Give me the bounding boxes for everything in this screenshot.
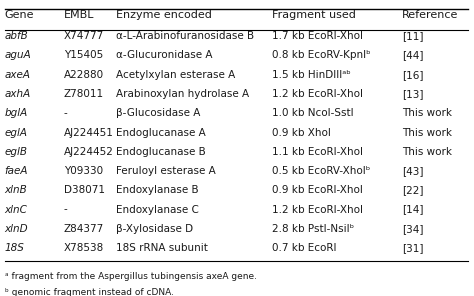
Text: 1.0 kb NcoI-SstI: 1.0 kb NcoI-SstI (272, 108, 354, 118)
Text: X78538: X78538 (64, 243, 104, 253)
Text: Endoglucanase A: Endoglucanase A (116, 128, 206, 138)
Text: Y15405: Y15405 (64, 50, 103, 60)
Text: xlnC: xlnC (5, 205, 27, 215)
Text: xlnD: xlnD (5, 224, 28, 234)
Text: 2.8 kb PstI-NsiIᵇ: 2.8 kb PstI-NsiIᵇ (272, 224, 354, 234)
Text: -: - (64, 108, 68, 118)
Text: β-Xylosidase D: β-Xylosidase D (116, 224, 193, 234)
Text: AJ224451: AJ224451 (64, 128, 114, 138)
Text: aguA: aguA (5, 50, 31, 60)
Text: [44]: [44] (402, 50, 423, 60)
Text: 18S rRNA subunit: 18S rRNA subunit (116, 243, 208, 253)
Text: α-Glucuronidase A: α-Glucuronidase A (116, 50, 212, 60)
Text: [11]: [11] (402, 31, 423, 41)
Text: bglA: bglA (5, 108, 28, 118)
Text: 1.1 kb EcoRI-XhoI: 1.1 kb EcoRI-XhoI (272, 147, 363, 157)
Text: This work: This work (402, 128, 452, 138)
Text: Arabinoxylan hydrolase A: Arabinoxylan hydrolase A (116, 89, 249, 99)
Text: α-L-Arabinofuranosidase B: α-L-Arabinofuranosidase B (116, 31, 254, 41)
Text: 0.5 kb EcoRV-XhoIᵇ: 0.5 kb EcoRV-XhoIᵇ (272, 166, 370, 176)
Text: A22880: A22880 (64, 70, 104, 80)
Text: Acetylxylan esterase A: Acetylxylan esterase A (116, 70, 235, 80)
Text: [13]: [13] (402, 89, 423, 99)
Text: X74777: X74777 (64, 31, 104, 41)
Text: Enzyme encoded: Enzyme encoded (116, 10, 212, 20)
Text: 0.9 kb EcoRI-XhoI: 0.9 kb EcoRI-XhoI (272, 185, 363, 195)
Text: xlnB: xlnB (5, 185, 27, 195)
Text: 1.7 kb EcoRI-XhoI: 1.7 kb EcoRI-XhoI (272, 31, 363, 41)
Text: eglB: eglB (5, 147, 27, 157)
Text: β-Glucosidase A: β-Glucosidase A (116, 108, 200, 118)
Text: 1.2 kb EcoRI-XhoI: 1.2 kb EcoRI-XhoI (272, 89, 363, 99)
Text: [31]: [31] (402, 243, 423, 253)
Text: 1.2 kb EcoRI-XhoI: 1.2 kb EcoRI-XhoI (272, 205, 363, 215)
Text: axhA: axhA (5, 89, 31, 99)
Text: faeA: faeA (5, 166, 28, 176)
Text: [14]: [14] (402, 205, 423, 215)
Text: D38071: D38071 (64, 185, 105, 195)
Text: Fragment used: Fragment used (272, 10, 356, 20)
Text: [43]: [43] (402, 166, 423, 176)
Text: 0.7 kb EcoRI: 0.7 kb EcoRI (272, 243, 337, 253)
Text: This work: This work (402, 147, 452, 157)
Text: 0.8 kb EcoRV-KpnIᵇ: 0.8 kb EcoRV-KpnIᵇ (272, 50, 371, 60)
Text: 0.9 kb XhoI: 0.9 kb XhoI (272, 128, 331, 138)
Text: Endoxylanase C: Endoxylanase C (116, 205, 199, 215)
Text: ᵃ fragment from the Aspergillus tubingensis axeA gene.: ᵃ fragment from the Aspergillus tubingen… (5, 272, 257, 281)
Text: Reference: Reference (402, 10, 458, 20)
Text: Endoglucanase B: Endoglucanase B (116, 147, 206, 157)
Text: AJ224452: AJ224452 (64, 147, 114, 157)
Text: [16]: [16] (402, 70, 423, 80)
Text: [34]: [34] (402, 224, 423, 234)
Text: Feruloyl esterase A: Feruloyl esterase A (116, 166, 216, 176)
Text: 1.5 kb HinDIIIᵃᵇ: 1.5 kb HinDIIIᵃᵇ (272, 70, 353, 80)
Text: 18S: 18S (5, 243, 25, 253)
Text: Z78011: Z78011 (64, 89, 104, 99)
Text: eglA: eglA (5, 128, 27, 138)
Text: ᵇ genomic fragment instead of cDNA.: ᵇ genomic fragment instead of cDNA. (5, 288, 174, 296)
Text: Gene: Gene (5, 10, 34, 20)
Text: Endoxylanase B: Endoxylanase B (116, 185, 199, 195)
Text: axeA: axeA (5, 70, 31, 80)
Text: EMBL: EMBL (64, 10, 94, 20)
Text: [22]: [22] (402, 185, 423, 195)
Text: abfB: abfB (5, 31, 28, 41)
Text: -: - (64, 205, 68, 215)
Text: Y09330: Y09330 (64, 166, 103, 176)
Text: This work: This work (402, 108, 452, 118)
Text: Z84377: Z84377 (64, 224, 104, 234)
